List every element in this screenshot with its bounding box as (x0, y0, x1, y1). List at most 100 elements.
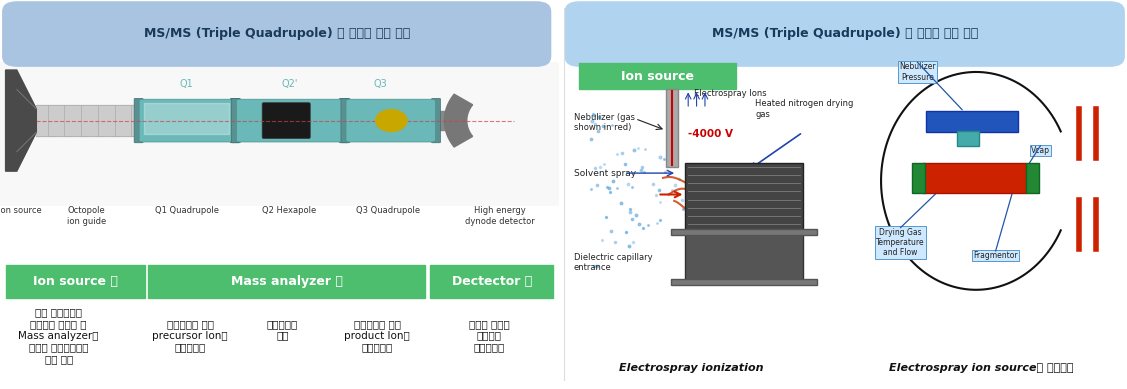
Text: 분석하고자 하는
precursor Ion이
선택되어짐: 분석하고자 하는 precursor Ion이 선택되어짐 (152, 319, 228, 352)
Point (604, 178, 622, 184)
Text: Electrospray Ions: Electrospray Ions (694, 89, 766, 98)
Point (613, 150, 631, 156)
Point (650, 187, 668, 193)
Point (586, 121, 604, 127)
Text: Solvent spray: Solvent spray (574, 169, 636, 178)
Point (631, 167, 649, 173)
Point (655, 156, 673, 162)
FancyBboxPatch shape (672, 229, 817, 235)
Text: Q1: Q1 (180, 79, 194, 89)
Point (585, 263, 603, 269)
Point (700, 192, 718, 198)
FancyBboxPatch shape (666, 89, 678, 167)
Point (627, 212, 645, 218)
Point (582, 136, 600, 142)
Text: Fragmentor: Fragmentor (974, 251, 1018, 260)
Point (621, 206, 639, 212)
FancyBboxPatch shape (566, 2, 1125, 66)
FancyBboxPatch shape (339, 98, 348, 143)
FancyBboxPatch shape (230, 98, 239, 143)
FancyBboxPatch shape (1027, 163, 1039, 193)
FancyBboxPatch shape (231, 98, 240, 143)
Text: Octopole
ion guide: Octopole ion guide (66, 206, 106, 226)
Text: Q1 Quadrupole: Q1 Quadrupole (154, 206, 219, 215)
FancyBboxPatch shape (263, 103, 310, 138)
FancyBboxPatch shape (346, 99, 435, 142)
Point (584, 117, 602, 124)
Point (584, 111, 602, 117)
Polygon shape (444, 94, 472, 147)
FancyBboxPatch shape (957, 131, 979, 146)
Point (663, 187, 681, 193)
Text: High energy
dynode detector: High energy dynode detector (465, 206, 535, 226)
Point (601, 184, 619, 191)
Point (595, 161, 613, 167)
Point (598, 184, 616, 190)
Point (666, 182, 684, 188)
Point (674, 206, 692, 212)
Point (603, 123, 621, 129)
FancyBboxPatch shape (148, 265, 425, 298)
Point (680, 172, 698, 178)
Point (623, 184, 641, 191)
Point (633, 225, 651, 231)
Point (651, 199, 669, 205)
Point (597, 214, 615, 220)
Point (585, 112, 603, 118)
Point (637, 146, 655, 152)
Point (616, 230, 635, 236)
Point (673, 197, 691, 203)
Text: Q3: Q3 (373, 79, 387, 89)
Point (669, 176, 687, 182)
Point (586, 165, 604, 172)
Text: Ion source: Ion source (621, 70, 694, 83)
FancyBboxPatch shape (134, 98, 143, 143)
Point (639, 222, 657, 228)
Text: Nebulizer (gas
shown in red): Nebulizer (gas shown in red) (574, 113, 635, 132)
FancyBboxPatch shape (923, 163, 1027, 193)
Point (629, 145, 647, 152)
FancyBboxPatch shape (672, 279, 817, 285)
Point (624, 239, 642, 245)
FancyBboxPatch shape (912, 163, 924, 193)
Text: Electrospray ion source의 내부구조: Electrospray ion source의 내부구조 (889, 363, 1074, 373)
Polygon shape (6, 70, 36, 171)
Point (591, 114, 609, 120)
Text: Heated nitrogen drying
gas: Heated nitrogen drying gas (755, 99, 853, 119)
Point (630, 221, 648, 228)
Text: Drying Gas
Temperature
and Flow: Drying Gas Temperature and Flow (877, 228, 925, 258)
Point (591, 164, 609, 170)
FancyBboxPatch shape (6, 265, 145, 298)
Text: Q2': Q2' (282, 79, 298, 89)
Point (625, 147, 644, 153)
Text: MS/MS (Triple Quadrupole) 의 구조를 통한 이해: MS/MS (Triple Quadrupole) 의 구조를 통한 이해 (143, 26, 410, 40)
Text: MS/MS (Triple Quadrupole) 의 구조를 통한 이해: MS/MS (Triple Quadrupole) 의 구조를 통한 이해 (711, 26, 978, 40)
Circle shape (375, 110, 407, 131)
Point (607, 151, 625, 158)
Text: Ion source: Ion source (0, 206, 42, 215)
Point (633, 164, 651, 170)
Text: Vcap: Vcap (1031, 146, 1050, 155)
Point (602, 228, 620, 235)
Text: Nebulizer
Pressure: Nebulizer Pressure (899, 62, 935, 82)
Point (612, 200, 630, 206)
Point (619, 180, 637, 187)
Point (593, 237, 611, 244)
Point (650, 216, 668, 223)
Point (651, 154, 669, 161)
FancyBboxPatch shape (925, 111, 1018, 132)
Point (701, 181, 719, 187)
Point (621, 209, 639, 216)
Point (656, 169, 674, 175)
FancyBboxPatch shape (237, 99, 344, 142)
Text: 선택된 이온을
증폭시켜
측정되어짐: 선택된 이온을 증폭시켜 측정되어짐 (469, 319, 509, 352)
Text: Mass analyzer 부: Mass analyzer 부 (231, 275, 343, 287)
FancyBboxPatch shape (685, 163, 802, 230)
Point (616, 161, 635, 168)
Text: Electrospray ionization: Electrospray ionization (619, 363, 763, 373)
FancyBboxPatch shape (579, 63, 736, 89)
Point (620, 243, 638, 249)
Point (647, 192, 665, 198)
Point (594, 123, 612, 129)
Point (609, 185, 627, 191)
